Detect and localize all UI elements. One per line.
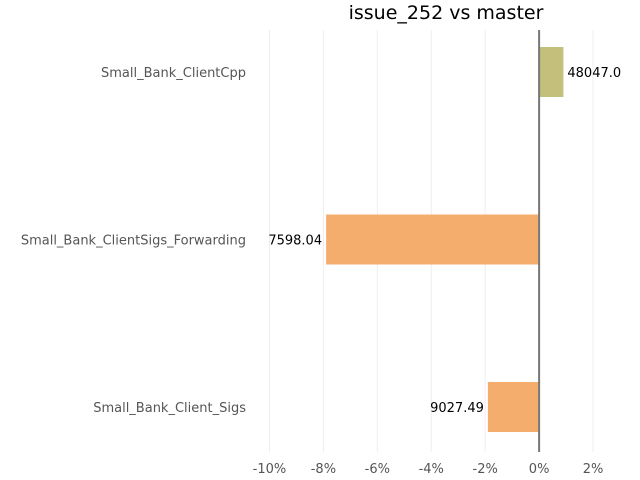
- category-label: Small_Bank_ClientCpp: [101, 66, 246, 81]
- x-tick-label: -2%: [473, 462, 498, 477]
- x-tick-label: -8%: [311, 462, 336, 477]
- category-label: Small_Bank_ClientSigs_Forwarding: [21, 234, 246, 249]
- data-label: 9027.49: [430, 401, 484, 416]
- x-tick-label: -10%: [253, 462, 287, 477]
- bar: [487, 382, 540, 432]
- x-tick-label: -6%: [365, 462, 390, 477]
- chart-title: issue_252 vs master: [349, 2, 544, 24]
- bars: [326, 47, 564, 432]
- data-label: 48047.0: [567, 66, 621, 81]
- x-tick-label: -4%: [419, 462, 444, 477]
- data-labels: 48047.0 7598.04 9027.49: [268, 66, 621, 416]
- x-tick-label: 2%: [583, 462, 604, 477]
- bar: [326, 214, 540, 265]
- category-label: Small_Bank_Client_Sigs: [93, 401, 246, 416]
- x-tick-label: 0%: [529, 462, 550, 477]
- category-labels: Small_Bank_ClientCpp Small_Bank_ClientSig…: [21, 66, 246, 416]
- x-axis-ticks: -10% -8% -6% -4% -2% 0% 2%: [253, 462, 604, 477]
- bar: [539, 47, 564, 97]
- data-label: 7598.04: [268, 234, 322, 249]
